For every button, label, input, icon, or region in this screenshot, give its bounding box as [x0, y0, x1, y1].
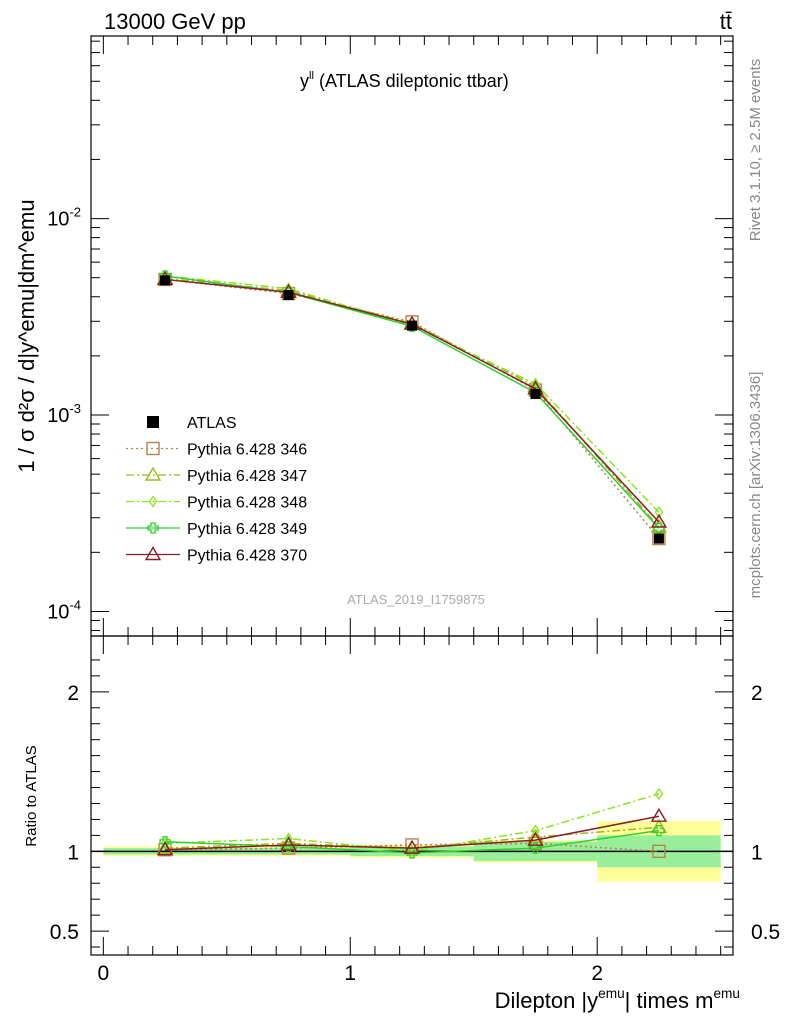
ratio-y-tick-label: 1	[67, 841, 79, 864]
mcplots-label: mcplots.cern.ch [arXiv:1306.3436]	[747, 372, 764, 599]
legend-marker	[144, 466, 162, 481]
series-pythia-6-428-349-point	[653, 522, 665, 534]
ratio-y-tick-label-right: 1	[751, 841, 763, 864]
legend-marker	[146, 441, 160, 456]
series-pythia-6-428-347-ratio-point	[527, 828, 544, 843]
series-pythia-6-428-346-ratio-point	[652, 844, 666, 859]
ratio-y-tick-label-right: 0.5	[751, 921, 780, 944]
legend-marker	[144, 546, 162, 561]
atlas-data-point	[283, 290, 294, 301]
legend-marker	[148, 495, 158, 508]
ratio-panel: Ratio to ATLAS 2 2 1 1 0.5 0.5 0 1 2	[23, 635, 780, 985]
x-tick-label: 1	[344, 962, 356, 985]
x-tick-label: 2	[591, 962, 603, 985]
series-pythia-6-428-347-ratio-point	[650, 819, 668, 834]
plot-title: yll​ (ATLAS dileptonic ttbar)	[300, 70, 509, 91]
y-axis-label-ratio: Ratio to ATLAS	[23, 745, 40, 846]
main-panel: yll​ (ATLAS dileptonic ttbar) 1 / σ d²σ …	[14, 35, 734, 637]
rivet-version-label: Rivet 3.1.10, ≥ 2.5M events	[747, 59, 764, 242]
legend-label: Pythia 6.428 349	[187, 521, 307, 538]
series-pythia-6-428-370-point	[650, 513, 668, 528]
main-y-tick-label: 10-2	[47, 205, 81, 231]
main-axis-ticks: 10-2 10-3 10-4	[47, 36, 733, 636]
energy-label: 13000 GeV pp	[104, 9, 246, 34]
y-axis-label-main: 1 / σ d²σ / d|y^emu|dm^emu	[14, 199, 39, 472]
series-pythia-6-428-348-line	[165, 275, 660, 513]
series-pythia-6-428-347-ratio-point	[156, 839, 174, 854]
ratio-y-tick-label-right: 2	[751, 682, 763, 705]
main-y-tick-label: 10-4	[47, 597, 81, 623]
atlas-data-point	[160, 275, 171, 286]
series-pythia-6-428-349-ratio-point	[529, 842, 542, 854]
legend-label: Pythia 6.428 370	[187, 548, 307, 565]
ratio-y-tick-label: 0.5	[50, 921, 79, 944]
legend-marker-atlas	[147, 416, 159, 428]
series-pythia-6-428-348-ratio-point	[284, 832, 293, 845]
atlas-data-point	[407, 320, 417, 331]
x-axis-label: Dilepton |yemu​| times memu​	[495, 986, 740, 1013]
legend-label: Pythia 6.428 347	[187, 468, 307, 485]
series-pythia-6-428-348-ratio-point	[531, 824, 540, 837]
series-pythia-6-428-349-line	[164, 275, 660, 529]
atlas-data-point	[530, 388, 541, 399]
legend: ATLAS Pythia 6.428 346 Pythia 6.428 347 Pyt…	[126, 415, 307, 565]
series-pythia-6-428-347-ratio-point	[280, 834, 297, 850]
x-tick-label: 0	[98, 962, 110, 985]
legend-marker	[147, 522, 159, 534]
series-pythia-6-428-349-ratio-point	[159, 836, 171, 848]
legend-label: ATLAS	[187, 415, 237, 432]
series-pythia-6-428-348-ratio-point	[654, 787, 664, 801]
series-pythia-6-428-348-point	[654, 506, 664, 519]
series-pythia-6-428-370-ratio-point	[403, 839, 421, 854]
series-pythia-6-428-346-point	[652, 531, 666, 546]
main-y-tick-label: 10-3	[47, 401, 81, 427]
series-pythia-6-428-346-ratio-line	[165, 842, 659, 853]
process-label: tt̄	[720, 9, 732, 34]
plot-title-text: yll​ (ATLAS dileptonic ttbar)	[300, 70, 509, 91]
main-series-layer	[156, 269, 668, 546]
series-pythia-6-428-370-ratio-point	[527, 831, 544, 846]
main-frame	[90, 35, 734, 637]
legend-label: Pythia 6.428 348	[187, 495, 307, 512]
series-pythia-6-428-370-ratio-point	[280, 836, 297, 851]
atlas-data-point	[653, 533, 664, 544]
ratio-axis-ticks: 2 2 1 1 0.5 0.5 0 1 2	[50, 636, 780, 985]
series-pythia-6-428-370-ratio-line	[165, 815, 660, 851]
legend-label: Pythia 6.428 346	[187, 442, 307, 459]
ratio-y-tick-label: 2	[67, 682, 79, 705]
series-pythia-6-428-370-ratio-point	[650, 807, 668, 822]
series-pythia-6-428-370-ratio-point	[156, 841, 174, 856]
series-pythia-6-428-349-ratio-point	[653, 824, 665, 837]
series-pythia-6-428-348-ratio-line	[165, 793, 660, 853]
ratio-frame	[90, 635, 734, 956]
ratio-series-layer	[156, 787, 668, 859]
analysis-id-label: ATLAS_2019_I1759875	[347, 592, 485, 607]
